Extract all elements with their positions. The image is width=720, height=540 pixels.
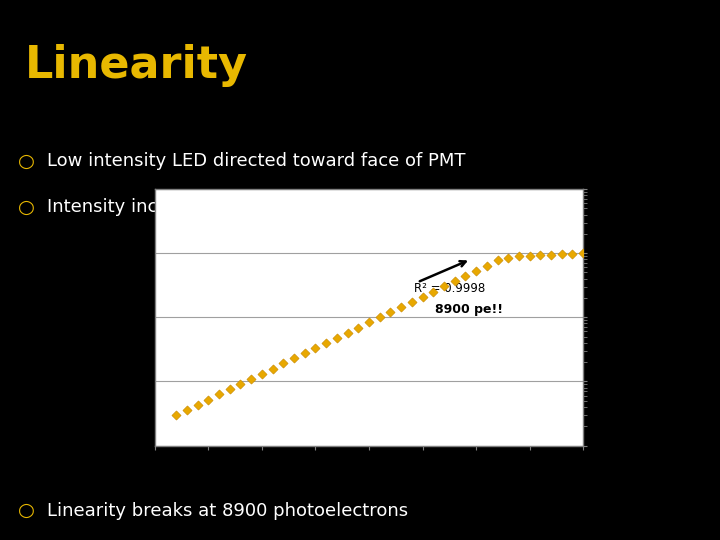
Point — [438, 282, 450, 291]
Point — [374, 313, 385, 322]
Text: Low intensity LED directed toward face of PMT: Low intensity LED directed toward face o… — [47, 152, 465, 170]
Point — [395, 303, 407, 312]
Point — [267, 364, 279, 373]
Point — [256, 369, 268, 378]
Point — [577, 249, 589, 258]
Point — [288, 354, 300, 363]
Point — [353, 323, 364, 332]
Text: ○: ○ — [18, 151, 35, 171]
Point — [428, 287, 439, 296]
Y-axis label: Photoelectrons: Photoelectrons — [642, 264, 656, 370]
Point — [513, 252, 525, 261]
Point — [246, 374, 257, 383]
Point — [278, 359, 289, 368]
Point — [331, 333, 343, 342]
Text: ○: ○ — [18, 501, 35, 520]
Point — [406, 298, 418, 306]
Text: ○: ○ — [18, 198, 35, 217]
Text: 8900 pe!!: 8900 pe!! — [436, 303, 503, 316]
Point — [449, 277, 461, 286]
Point — [417, 293, 428, 301]
Point — [192, 401, 203, 409]
Title: Linearity: Linearity — [334, 171, 404, 185]
Point — [342, 328, 354, 337]
Point — [202, 395, 214, 404]
Point — [459, 272, 471, 281]
Point — [224, 384, 235, 393]
X-axis label: Neutral Density Filters: Neutral Density Filters — [289, 470, 449, 483]
Text: Intensity increased until PMT output linearity breaks: Intensity increased until PMT output lin… — [47, 198, 518, 216]
Point — [171, 410, 182, 419]
Point — [534, 251, 546, 259]
Point — [384, 308, 396, 316]
Point — [481, 261, 492, 270]
Point — [567, 249, 578, 258]
Point — [470, 267, 482, 275]
Point — [556, 249, 567, 258]
Point — [299, 349, 310, 357]
Point — [503, 253, 514, 262]
Text: R² = 0.9998: R² = 0.9998 — [414, 282, 485, 295]
Point — [320, 339, 332, 347]
Text: Linearity breaks at 8900 photoelectrons: Linearity breaks at 8900 photoelectrons — [47, 502, 408, 519]
Point — [545, 250, 557, 259]
Point — [235, 380, 246, 388]
Point — [310, 344, 321, 353]
Point — [364, 318, 375, 327]
Point — [492, 256, 503, 265]
Point — [213, 390, 225, 399]
Point — [524, 252, 536, 260]
Text: Linearity: Linearity — [25, 44, 248, 87]
Point — [181, 406, 193, 414]
